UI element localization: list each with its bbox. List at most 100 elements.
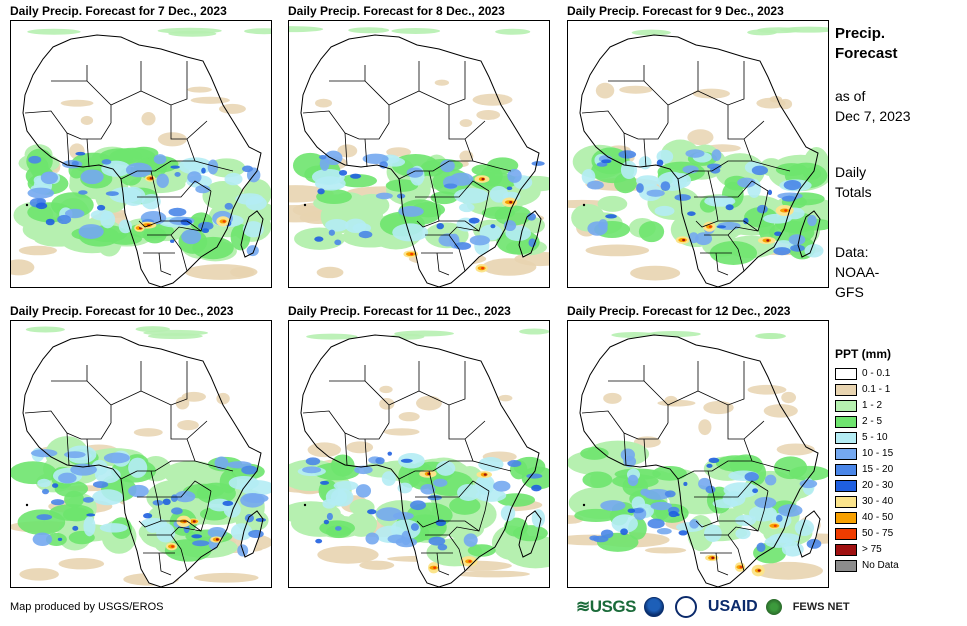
rain-patch xyxy=(323,519,330,525)
rain-patch xyxy=(469,235,490,246)
rain-patch xyxy=(75,151,86,156)
country-border xyxy=(727,105,791,172)
rain-patch xyxy=(406,167,424,178)
rain-patch xyxy=(230,523,253,541)
dry-patch xyxy=(630,265,681,281)
dry-patch xyxy=(747,384,787,395)
country-border xyxy=(120,460,212,498)
heavy-rain-spot xyxy=(483,473,487,476)
rain-patch xyxy=(128,484,149,498)
rain-patch xyxy=(744,472,759,482)
rain-patch xyxy=(156,523,176,543)
dry-patch xyxy=(386,147,412,157)
rain-patch xyxy=(489,185,509,203)
rain-patch xyxy=(794,519,815,536)
light-rain-patch xyxy=(27,28,81,35)
country-border xyxy=(329,61,466,123)
legend-label: 40 - 50 xyxy=(862,512,894,523)
rain-patch xyxy=(769,533,801,543)
island-dot xyxy=(303,503,307,507)
rain-patch xyxy=(689,519,700,529)
rain-patch xyxy=(776,514,783,522)
rain-patch xyxy=(652,465,687,481)
rain-patch xyxy=(57,214,72,225)
rain-patch xyxy=(248,529,264,539)
rain-patch xyxy=(320,480,330,485)
rain-patch xyxy=(398,206,424,217)
rain-patch xyxy=(381,471,396,486)
rain-patch xyxy=(683,481,688,487)
legend-swatch xyxy=(835,480,857,492)
rain-patch xyxy=(86,513,96,517)
rain-patch xyxy=(440,159,455,173)
dry-patch xyxy=(11,259,35,276)
dry-patch xyxy=(434,79,450,86)
rain-patch xyxy=(601,159,612,164)
rain-patch xyxy=(385,179,419,192)
rain-patch xyxy=(100,210,116,229)
rain-patch xyxy=(64,208,85,219)
dry-patch xyxy=(190,96,230,104)
heavy-rain-spot xyxy=(149,177,153,180)
rain-patch xyxy=(490,224,496,229)
rain-patch xyxy=(27,187,55,199)
rain-patch xyxy=(678,530,688,536)
dry-patch xyxy=(644,547,687,554)
rain-patch xyxy=(99,523,128,533)
madagascar-coastline xyxy=(518,510,542,558)
rain-patch xyxy=(174,171,181,177)
madagascar-coastline xyxy=(518,210,542,258)
rain-patch xyxy=(620,528,628,536)
rain-patch xyxy=(582,471,613,488)
rain-patch xyxy=(752,488,759,494)
rain-patch xyxy=(40,171,58,185)
rain-patch xyxy=(400,458,413,463)
rain-patch xyxy=(716,225,727,229)
country-border xyxy=(581,110,669,168)
light-rain-patch xyxy=(631,29,671,36)
rain-patch xyxy=(656,159,664,167)
country-border xyxy=(170,405,234,472)
rain-patch xyxy=(650,501,673,511)
rain-patch xyxy=(512,525,548,542)
map-frame xyxy=(288,320,550,588)
coastline xyxy=(22,334,262,587)
rain-patch xyxy=(334,239,342,246)
coastline xyxy=(579,34,819,287)
light-rain-patch xyxy=(391,27,441,34)
rain-patch xyxy=(783,180,802,191)
legend-swatch xyxy=(835,528,857,540)
rain-patch xyxy=(500,505,516,522)
rain-patch xyxy=(764,474,777,486)
data-line: Data: xyxy=(835,244,869,260)
rain-patch xyxy=(481,206,515,220)
dry-patch xyxy=(193,572,259,583)
legend-swatch xyxy=(835,464,857,476)
rain-patch xyxy=(367,509,377,515)
country-border xyxy=(704,526,759,572)
legend-title: PPT (mm) xyxy=(835,347,892,361)
rain-patch xyxy=(78,224,104,239)
rain-patch xyxy=(45,532,67,547)
rain-patch xyxy=(335,526,342,531)
rain-patch xyxy=(395,537,418,548)
rain-patch xyxy=(453,188,489,204)
rain-patch xyxy=(581,168,596,185)
rain-patch xyxy=(531,161,545,166)
rain-patch xyxy=(436,460,456,476)
map-panel-2: Daily Precip. Forecast for 8 Dec., 2023 xyxy=(288,4,550,288)
rain-patch xyxy=(156,173,169,189)
fewsnet-logo: FEWS NET xyxy=(792,601,850,613)
rain-patch xyxy=(586,180,604,190)
legend-label: 0 - 0.1 xyxy=(862,368,891,379)
rain-patch xyxy=(631,507,644,514)
rain-patch xyxy=(101,160,131,177)
rain-patch xyxy=(92,489,124,506)
legend-item: 15 - 20 xyxy=(835,462,899,478)
heavy-rain-spot xyxy=(481,177,485,181)
dry-patch xyxy=(416,395,442,411)
rain-patch xyxy=(57,537,63,542)
title-line: Precip. xyxy=(835,25,886,42)
island-dot xyxy=(582,503,586,507)
globe-icon xyxy=(765,599,782,615)
